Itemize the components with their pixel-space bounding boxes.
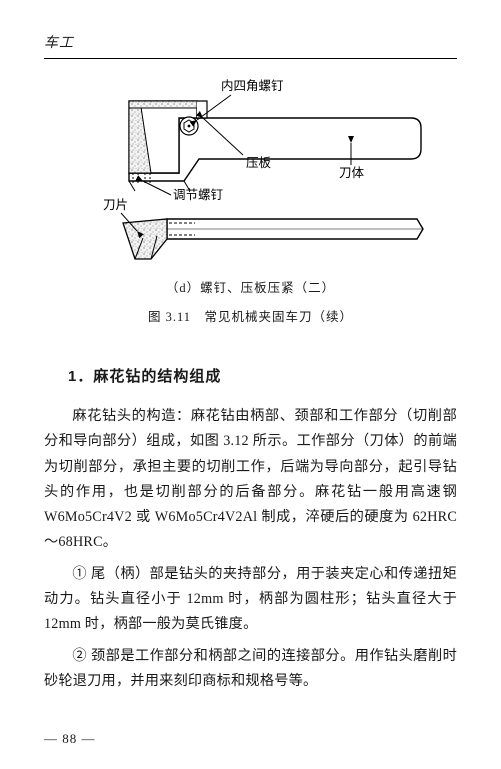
header-rule bbox=[44, 58, 457, 59]
figure-caption-sub: （d）螺钉、压板压紧（二） bbox=[166, 277, 335, 296]
label-hex-screw: 内四角螺钉 bbox=[221, 79, 284, 93]
page: 车工 bbox=[0, 0, 501, 769]
paragraph-1: 麻花钻头的构造：麻花钻由柄部、颈部和工作部分（切削部分和导向部分）组成，如图 3… bbox=[44, 404, 457, 556]
hex-screw-head bbox=[180, 117, 198, 135]
paragraph-2: ① 尾（柄）部是钻头的夹持部分，用于装夹定心和传递扭矩动力。钻头直径小于 12m… bbox=[44, 562, 457, 638]
label-body: 刀体 bbox=[339, 166, 365, 180]
label-plate: 压板 bbox=[246, 156, 272, 170]
figure-3-11: 内四角螺钉 压板 刀体 调节螺钉 bbox=[44, 73, 457, 361]
figure-caption-main: 图 3.11 常见机械夹固车刀（续） bbox=[148, 306, 353, 325]
paragraph-3: ② 颈部是工作部分和柄部之间的连接部分。用作钻头磨削时砂轮退刀用，并用来刻印商标… bbox=[44, 644, 457, 695]
page-number: — 88 — bbox=[44, 731, 96, 747]
label-blade: 刀片 bbox=[103, 198, 128, 212]
label-adjust-screw: 调节螺钉 bbox=[173, 188, 224, 202]
running-head: 车工 bbox=[44, 32, 457, 52]
figure-svg: 内四角螺钉 压板 刀体 调节螺钉 bbox=[71, 73, 431, 269]
section-heading: 1．麻花钻的结构组成 bbox=[68, 365, 457, 386]
